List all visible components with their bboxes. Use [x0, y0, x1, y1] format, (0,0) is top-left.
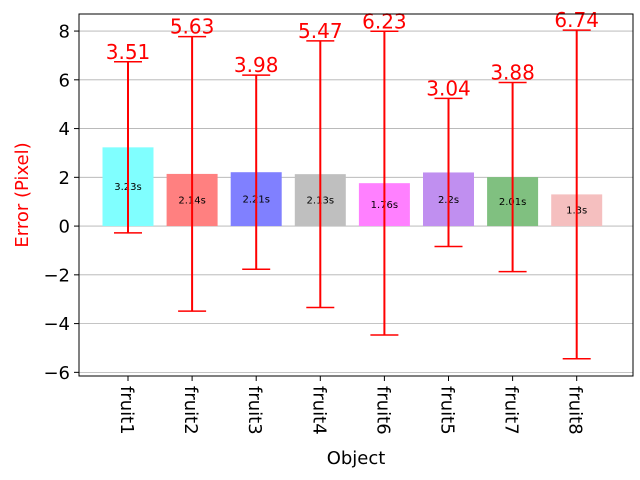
x-tick-label: fruit7 [501, 386, 522, 435]
x-tick-label: fruit5 [437, 386, 458, 435]
error-bars [114, 29, 591, 360]
error-value-label: 5.47 [298, 19, 343, 43]
x-tick-label: fruit3 [244, 386, 265, 435]
error-value-label: 3.98 [234, 53, 279, 77]
error-value-label: 6.23 [362, 9, 407, 33]
error-value-label: 3.51 [106, 40, 151, 64]
error-value-label: 3.88 [490, 60, 535, 84]
x-tick-label: fruit6 [372, 386, 393, 435]
x-tick-label: fruit2 [180, 386, 201, 435]
error-labels: 3.51 5.63 3.98 5.47 6.23 3.04 3.88 6.74 [106, 8, 599, 100]
y-tick-label: −4 [43, 314, 70, 335]
x-tick-label: fruit4 [308, 386, 329, 435]
y-tick-label: 0 [59, 217, 70, 238]
error-value-label: 5.63 [170, 15, 215, 39]
y-tick-label: 6 [59, 70, 70, 91]
error-value-label: 3.04 [426, 76, 471, 100]
x-tick-label: fruit1 [116, 386, 137, 435]
y-tick-label: 8 [59, 22, 70, 43]
error-value-label: 6.74 [554, 8, 599, 32]
y-axis-ticks: −6 −4 −2 0 2 4 6 8 [43, 22, 79, 384]
x-tick-label: fruit8 [565, 386, 586, 435]
y-tick-label: 2 [59, 168, 70, 189]
y-axis-label: Error (Pixel) [12, 142, 33, 247]
y-tick-label: −2 [43, 265, 70, 286]
x-axis-ticks: fruit1 fruit2 fruit3 fruit4 fruit6 fruit5 frui… [116, 376, 586, 435]
x-axis-label: Object [327, 448, 386, 469]
y-tick-label: −6 [43, 363, 70, 384]
plot-frame [78, 13, 634, 377]
y-tick-label: 4 [59, 119, 70, 140]
